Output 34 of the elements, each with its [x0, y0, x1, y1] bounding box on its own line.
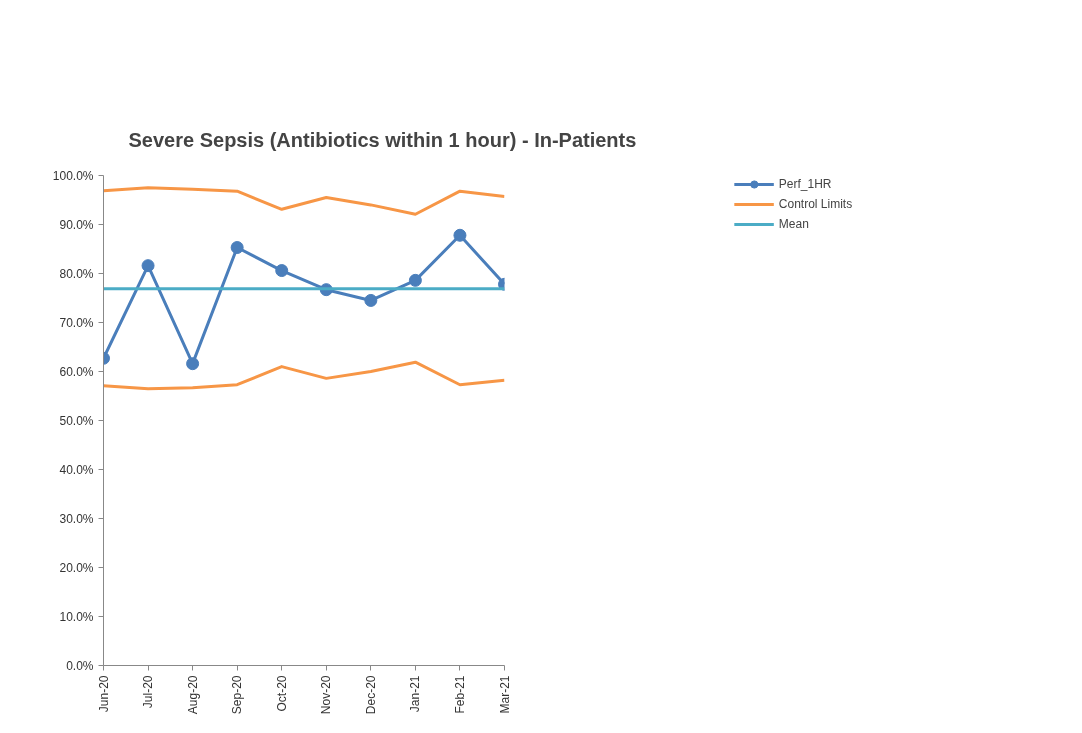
y-tick-label: 90.0% [59, 217, 94, 232]
x-tick-label: Jan-21 [408, 675, 423, 713]
point [186, 357, 200, 371]
y-tick-label: 60.0% [59, 364, 94, 379]
y-tick-label: 0.0% [66, 658, 94, 673]
y-tick-label: 30.0% [59, 511, 94, 526]
x-tick-label: Dec-20 [363, 675, 378, 715]
y-tick-label: 70.0% [59, 315, 94, 330]
legend-label: Mean [778, 216, 809, 233]
y-tick-label: 40.0% [59, 462, 94, 477]
line-series [103, 186, 505, 216]
y-tick-label: 10.0% [59, 609, 94, 624]
x-tick-label: Oct-20 [274, 675, 289, 712]
chart-title: Severe Sepsis (Antibiotics within 1 hour) - In-Patients [128, 128, 637, 151]
y-tick-label: 50.0% [59, 413, 94, 428]
y-tick-label: 80.0% [59, 266, 94, 281]
line-series [103, 360, 505, 391]
point [364, 293, 378, 307]
legend-label: Control Limits [778, 196, 853, 213]
x-tick-label: Nov-20 [319, 675, 334, 715]
point [453, 228, 467, 242]
legend-label: Perf_1HR [778, 176, 832, 193]
x-tick-label: Feb-21 [452, 675, 467, 714]
x-tick-label: Jun-20 [96, 675, 111, 713]
y-tick-label: 20.0% [59, 560, 94, 575]
x-tick-label: Sep-20 [230, 675, 245, 715]
point [275, 264, 289, 278]
x-tick-label: Aug-20 [185, 675, 200, 715]
x-tick-label: Jul-20 [141, 675, 156, 709]
y-tick-label: 100.0% [52, 168, 94, 183]
point [408, 273, 422, 287]
point [230, 241, 244, 255]
x-tick-label: Mar-21 [497, 675, 512, 714]
point [141, 259, 155, 273]
